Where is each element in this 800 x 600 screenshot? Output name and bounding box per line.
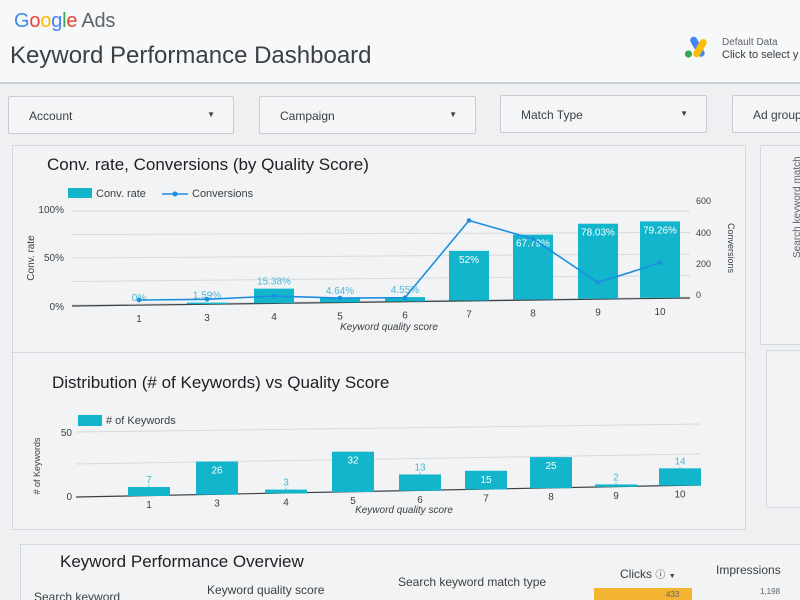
chevron-down-icon: ▼	[449, 110, 457, 119]
logo-ads-text: Ads	[81, 10, 116, 32]
info-icon[interactable]: ⓘ	[655, 570, 666, 581]
account-filter[interactable]: Account ▼	[8, 96, 234, 134]
data-source-link[interactable]: Click to select y	[722, 49, 799, 61]
distribution-chart-panel	[12, 352, 746, 530]
ad-group-filter-label: Ad group	[753, 108, 800, 122]
google-ads-logo[interactable]: Google Ads	[14, 10, 115, 33]
side-panel-2	[766, 350, 800, 508]
cell-impressions: 1,198	[760, 587, 781, 596]
ad-group-filter[interactable]: Ad group	[732, 95, 800, 133]
sort-down-icon[interactable]: ▼	[668, 573, 676, 580]
campaign-filter[interactable]: Campaign ▼	[259, 96, 476, 134]
chart2-title: Distribution (# of Keywords) vs Quality …	[52, 373, 390, 392]
clicks-bar	[594, 588, 692, 600]
cell-clicks: 433	[666, 590, 680, 599]
col-clicks-label: Clicks	[620, 567, 652, 581]
match-type-filter-label: Match Type	[521, 108, 583, 122]
table-title: Keyword Performance Overview	[60, 552, 304, 571]
chart1-title: Conv. rate, Conversions (by Quality Scor…	[47, 155, 369, 174]
col-match-type[interactable]: Search keyword match type	[398, 575, 547, 589]
col-search-keyword[interactable]: Search keyword	[34, 590, 121, 600]
data-source-selector[interactable]: Default Data Click to select y	[722, 36, 798, 62]
account-filter-label: Account	[29, 109, 73, 123]
conv-rate-chart-panel	[12, 145, 746, 355]
logo-google-text: Google	[14, 10, 78, 32]
campaign-filter-label: Campaign	[280, 109, 335, 123]
chevron-down-icon: ▼	[207, 110, 215, 119]
side-panel	[760, 145, 800, 345]
page-title: Keyword Performance Dashboard	[10, 42, 372, 69]
col-quality-score[interactable]: Keyword quality score	[207, 583, 325, 597]
app-header: Google Ads Keyword Performance Dashboard …	[0, 0, 800, 84]
match-type-filter[interactable]: Match Type ▼	[500, 95, 707, 133]
google-ads-icon	[684, 36, 707, 58]
data-source-label: Default Data	[722, 37, 778, 48]
side-panel-label: Search keyword match	[792, 156, 800, 258]
col-clicks[interactable]: Clicks ⓘ ▼	[620, 566, 676, 581]
chevron-down-icon: ▼	[680, 109, 688, 118]
col-impressions[interactable]: Impressions	[716, 563, 781, 577]
